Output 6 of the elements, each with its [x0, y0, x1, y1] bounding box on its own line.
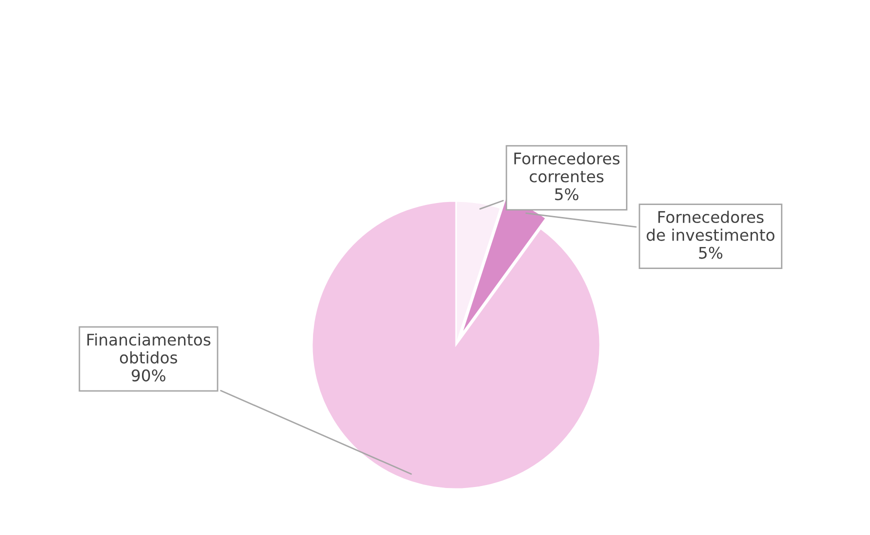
slice-label: Fornecedores correntes — [514, 152, 620, 182]
slice-label: Fornecedores de investimento — [646, 210, 774, 241]
data-label: 5% — [699, 246, 722, 259]
data-label: 5% — [555, 188, 578, 200]
slice-label: Financiamentos obtidos — [87, 333, 210, 364]
data-label: 90% — [132, 369, 166, 382]
